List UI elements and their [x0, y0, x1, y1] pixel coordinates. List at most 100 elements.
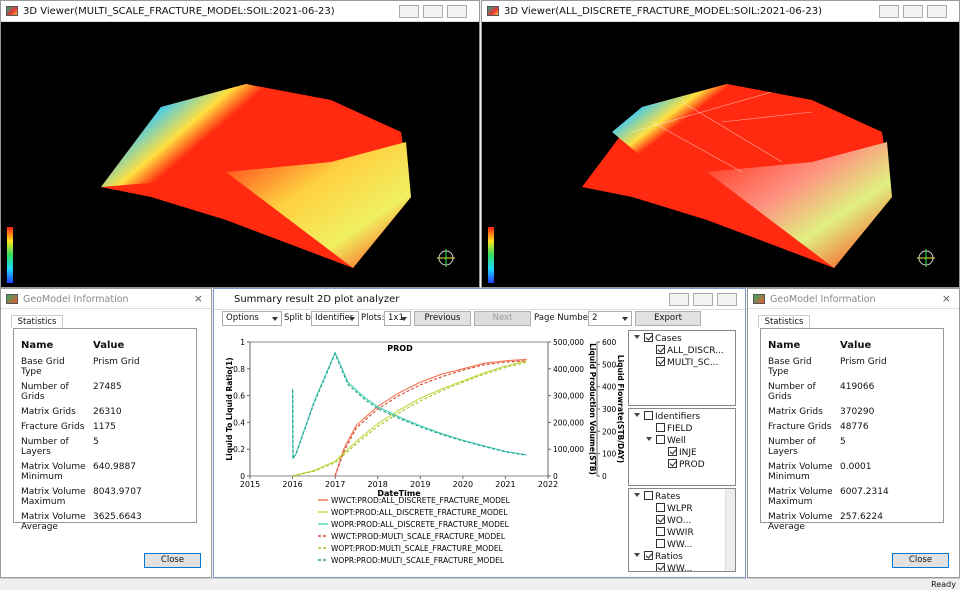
close-x: ×: [941, 292, 951, 305]
y-tick-label: 600: [602, 338, 617, 347]
x-tick-label: 2022: [538, 480, 558, 489]
expander: [645, 503, 654, 511]
minimize-button[interactable]: [879, 5, 899, 18]
viewer-window: 3D Viewer(MULTI_SCALE_FRACTURE_MODEL:SOI…: [0, 0, 480, 288]
node-label: WWIR: [667, 528, 694, 538]
export-button[interactable]: Export: [635, 311, 701, 326]
tree-node[interactable]: FIELD: [629, 423, 735, 435]
window-title: GeoModel Information: [770, 294, 876, 305]
info-window: GeoModel Information × Statistics Name Value…: [747, 288, 960, 578]
y-tick-label: 400: [602, 383, 617, 392]
viewer-canvas[interactable]: [1, 22, 479, 287]
maximize-button[interactable]: [903, 5, 923, 18]
x-tick-label: 2020: [453, 480, 473, 489]
name-cell: Fracture Grids: [21, 422, 85, 432]
x-axis-label: DateTime: [377, 489, 421, 498]
node-label: WW...: [667, 564, 693, 572]
checkbox: [644, 333, 653, 342]
window-title: GeoModel Information: [23, 294, 129, 305]
tree-node[interactable]: MULTI_SC...: [629, 357, 735, 369]
expander: [657, 459, 666, 467]
name-cell: Number of Grids: [21, 382, 69, 402]
plot-title: PROD: [387, 344, 413, 353]
tree-node[interactable]: Well: [629, 435, 735, 447]
checkbox: [656, 345, 665, 354]
y-tick-label: 0: [602, 472, 607, 481]
app-icon: [6, 294, 18, 304]
close-button[interactable]: [717, 293, 737, 306]
node-label: Ratios: [655, 552, 683, 562]
expander: [645, 435, 654, 443]
info-window: GeoModel Information × Statistics Name Value…: [0, 288, 212, 578]
table-row: Number of Grids 419066: [765, 382, 892, 407]
app-icon: [753, 294, 765, 304]
node-label: MULTI_SC...: [667, 358, 719, 368]
tab: Statistics: [11, 315, 63, 328]
expander: [633, 551, 642, 559]
viewer-canvas[interactable]: [482, 22, 959, 287]
checkbox: [668, 459, 677, 468]
series-line: [334, 358, 527, 477]
value-cell: Prism Grid: [840, 357, 887, 367]
tree-node[interactable]: ALL_DISCR...: [629, 345, 735, 357]
name-cell: Matrix Volume Average: [768, 512, 833, 532]
value-cell: 419066: [840, 382, 875, 392]
tree-node[interactable]: Rates: [629, 491, 735, 503]
tree-node[interactable]: INJE: [629, 447, 735, 459]
status-text: Ready: [931, 580, 956, 589]
maximize-button[interactable]: [423, 5, 443, 18]
close-button[interactable]: Close: [144, 553, 201, 568]
close-button[interactable]: [447, 5, 467, 18]
checkbox: [656, 539, 665, 548]
value-cell: Prism Grid: [93, 357, 140, 367]
minimize-button[interactable]: [669, 293, 689, 306]
checkbox: [656, 435, 665, 444]
split-label: Split by: [284, 313, 316, 323]
minimize-button[interactable]: [399, 5, 419, 18]
tree-node[interactable]: Ratios: [629, 551, 735, 563]
name-cell: Number of Layers: [768, 437, 816, 457]
options-dropdown[interactable]: Options: [222, 311, 282, 326]
viewer-title: 3D Viewer(ALL_DISCRETE_FRACTURE_MODEL:SO…: [504, 6, 823, 17]
tree-content: Identifiers FIELD Well INJE PROD: [629, 409, 735, 471]
x-tick-label: 2018: [368, 480, 388, 489]
tree-node[interactable]: WO...: [629, 515, 735, 527]
previous-button[interactable]: Previous: [414, 311, 471, 326]
legend-label: WOPT:PROD:MULTI_SCALE_FRACTURE_MODEL: [331, 544, 504, 553]
plots-dropdown[interactable]: 1x1: [384, 311, 411, 326]
next-button[interactable]: Next: [474, 311, 531, 326]
tree-node[interactable]: PROD: [629, 459, 735, 471]
tree-node[interactable]: WW...: [629, 563, 735, 572]
plots-label: Plots:: [361, 313, 385, 323]
expander: [657, 447, 666, 455]
checkbox: [656, 503, 665, 512]
y-tick-label: 300,000: [553, 392, 584, 401]
close-button[interactable]: Close: [892, 553, 949, 568]
expander: [645, 357, 654, 365]
page-dropdown[interactable]: 2: [588, 311, 632, 326]
table-row: Fracture Grids 48776: [765, 422, 892, 437]
y-axis-label: Liquid To Liquid Ratio(1): [225, 357, 234, 460]
page-label: Page Number:: [534, 313, 595, 323]
maximize-button[interactable]: [693, 293, 713, 306]
y-tick-label: 1: [240, 338, 245, 347]
y-tick-label: 0.4: [233, 418, 245, 427]
tree-node[interactable]: Cases: [629, 333, 735, 345]
legend-label: WOPT:PROD:ALL_DISCRETE_FRACTURE_MODEL: [331, 508, 508, 517]
value-cell: 6007.2314: [840, 487, 889, 497]
checkbox: [644, 491, 653, 500]
name-cell: Base Grid Type: [768, 357, 812, 377]
tree-node[interactable]: WLPR: [629, 503, 735, 515]
tree-node[interactable]: Identifiers: [629, 411, 735, 423]
value-cell: 5: [93, 437, 99, 447]
value-cell: 27485: [93, 382, 122, 392]
tree-node[interactable]: WW...: [629, 539, 735, 551]
checkbox: [644, 411, 653, 420]
close-button[interactable]: [927, 5, 947, 18]
tree-node[interactable]: WWIR: [629, 527, 735, 539]
node-label: Rates: [655, 492, 681, 502]
tree-panel: Cases ALL_DISCR... MULTI_SC...: [628, 330, 736, 406]
split-dropdown[interactable]: Identifier: [311, 311, 359, 326]
table-row: Number of Grids 27485: [18, 382, 145, 407]
